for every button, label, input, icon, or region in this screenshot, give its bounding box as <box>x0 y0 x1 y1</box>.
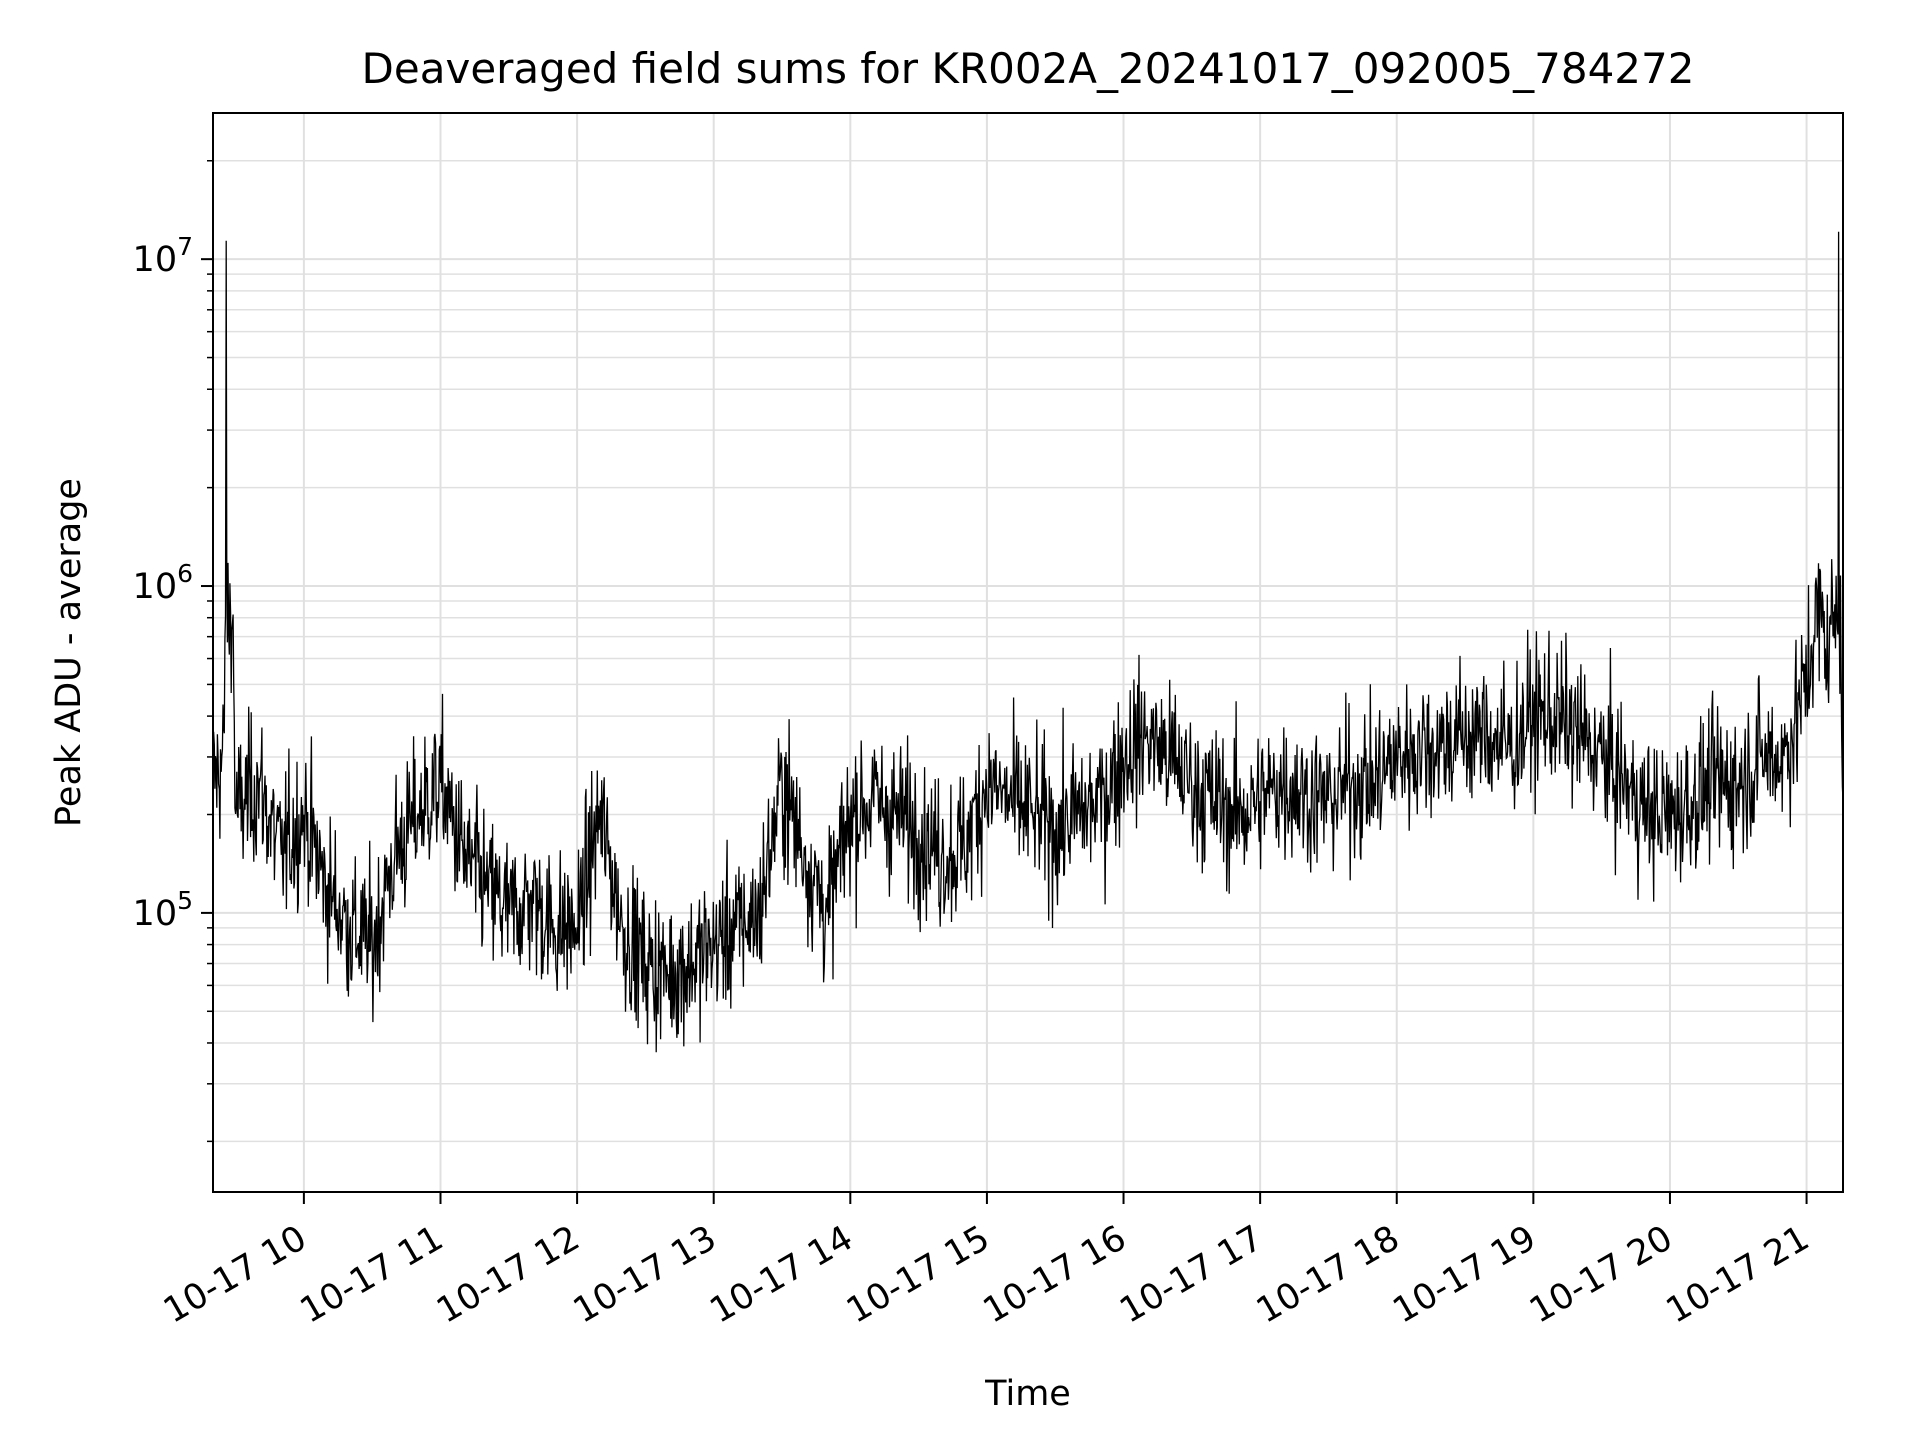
plot-frame <box>212 112 1844 1193</box>
y-tick-label-base: 10 <box>133 240 178 280</box>
y-tick-label-base: 10 <box>133 567 178 607</box>
y-tick-label: 106 <box>133 559 193 607</box>
y-tick-label-exponent: 7 <box>177 232 193 261</box>
y-tick-label-exponent: 6 <box>177 559 193 588</box>
chart-title: Deaveraged field sums for KR002A_2024101… <box>362 44 1695 93</box>
y-tick-label: 105 <box>133 886 193 934</box>
y-tick-label-exponent: 5 <box>177 886 193 915</box>
series-line-0 <box>212 231 1844 1053</box>
x-axis-label: Time <box>984 1374 1071 1414</box>
y-tick-label: 107 <box>133 232 193 280</box>
y-axis-label: Peak ADU - average <box>49 478 89 827</box>
y-tick-label-base: 10 <box>133 894 178 934</box>
series-layer <box>212 231 1844 1053</box>
